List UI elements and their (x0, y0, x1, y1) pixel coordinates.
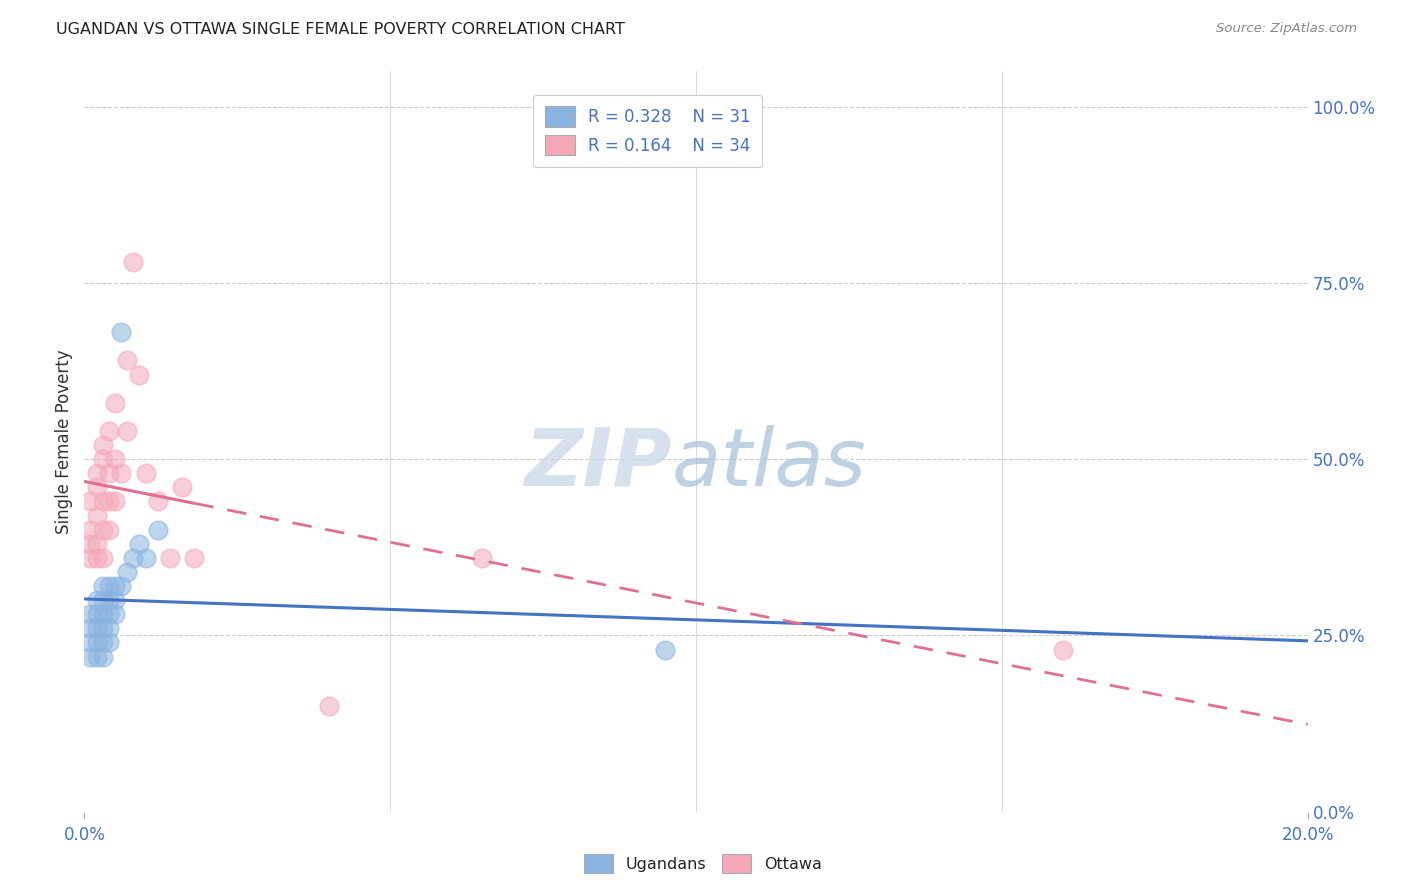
Ugandans (91, 649, 114, 664)
Ugandans (97, 635, 120, 649)
Ottawa (86, 480, 108, 494)
Ugandans (79, 649, 101, 664)
Ottawa (146, 494, 169, 508)
Text: ZIP: ZIP (524, 425, 672, 503)
Ottawa (135, 467, 157, 481)
Ugandans (110, 579, 132, 593)
Ugandans (146, 523, 169, 537)
Ottawa (91, 452, 114, 467)
Ottawa (86, 537, 108, 551)
Ottawa (86, 467, 108, 481)
Ottawa (122, 254, 145, 268)
Ugandans (79, 621, 101, 635)
Ugandans (79, 607, 101, 622)
Ottawa (86, 550, 108, 565)
Ottawa (104, 396, 127, 410)
Text: Source: ZipAtlas.com: Source: ZipAtlas.com (1216, 22, 1357, 36)
Y-axis label: Single Female Poverty: Single Female Poverty (55, 350, 73, 533)
Ugandans (91, 621, 114, 635)
Ottawa (183, 550, 205, 565)
Ugandans (115, 565, 138, 579)
Ottawa (79, 494, 101, 508)
Ottawa (318, 698, 340, 713)
Ottawa (97, 467, 120, 481)
Ugandans (97, 593, 120, 607)
Ottawa (1052, 642, 1074, 657)
Ottawa (91, 523, 114, 537)
Ugandans (122, 550, 145, 565)
Ugandans (86, 635, 108, 649)
Ugandans (110, 325, 132, 339)
Text: atlas: atlas (672, 425, 866, 503)
Ottawa (115, 424, 138, 438)
Ottawa (91, 494, 114, 508)
Ottawa (115, 353, 138, 368)
Ottawa (159, 550, 181, 565)
Ugandans (86, 621, 108, 635)
Ottawa (97, 523, 120, 537)
Ottawa (79, 550, 101, 565)
Ugandans (91, 579, 114, 593)
Ugandans (91, 593, 114, 607)
Ugandans (86, 593, 108, 607)
Ugandans (86, 607, 108, 622)
Ottawa (91, 438, 114, 452)
Ugandans (97, 621, 120, 635)
Ottawa (91, 550, 114, 565)
Ugandans (91, 635, 114, 649)
Ottawa (97, 424, 120, 438)
Ottawa (97, 494, 120, 508)
Ugandans (654, 642, 676, 657)
Ugandans (79, 635, 101, 649)
Ottawa (104, 452, 127, 467)
Ottawa (86, 508, 108, 523)
Ottawa (79, 537, 101, 551)
Ugandans (135, 550, 157, 565)
Ugandans (97, 607, 120, 622)
Ugandans (104, 607, 127, 622)
Ottawa (128, 368, 150, 382)
Ugandans (97, 579, 120, 593)
Legend: Ugandans, Ottawa: Ugandans, Ottawa (578, 847, 828, 880)
Text: UGANDAN VS OTTAWA SINGLE FEMALE POVERTY CORRELATION CHART: UGANDAN VS OTTAWA SINGLE FEMALE POVERTY … (56, 22, 626, 37)
Ugandans (86, 649, 108, 664)
Legend: R = 0.328    N = 31, R = 0.164    N = 34: R = 0.328 N = 31, R = 0.164 N = 34 (533, 95, 762, 167)
Ottawa (172, 480, 194, 494)
Ugandans (104, 593, 127, 607)
Ottawa (104, 494, 127, 508)
Ugandans (128, 537, 150, 551)
Ugandans (104, 579, 127, 593)
Ottawa (110, 467, 132, 481)
Ottawa (471, 550, 494, 565)
Ottawa (79, 523, 101, 537)
Ugandans (91, 607, 114, 622)
